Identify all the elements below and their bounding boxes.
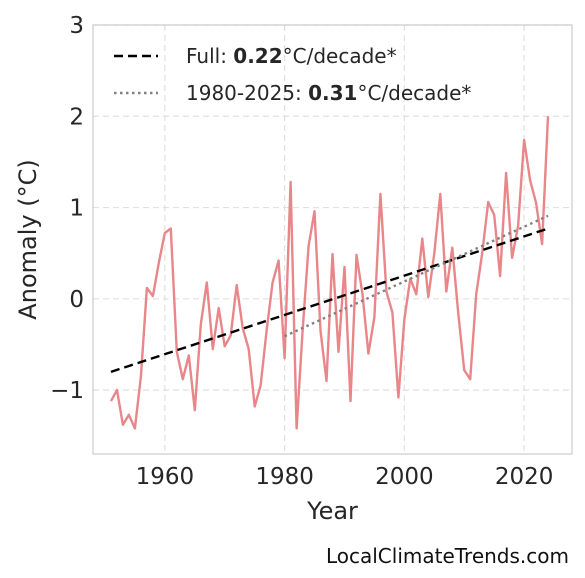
- x-tick-label: 1980: [255, 464, 314, 490]
- full-trend-line: [110, 227, 549, 373]
- legend-recent-prefix: 1980-2025:: [186, 81, 308, 105]
- legend-full-value: 0.22: [233, 44, 282, 68]
- grid-lines: [93, 24, 572, 454]
- y-tick-label: 1: [69, 196, 84, 222]
- watermark: LocalClimateTrends.com: [325, 544, 569, 568]
- legend-recent-label: 1980-2025: 0.31°C/decade*: [186, 81, 471, 105]
- y-tick-label: 2: [69, 104, 84, 130]
- legend-full-label: Full: 0.22°C/decade*: [186, 44, 397, 68]
- plot-frame: [92, 24, 573, 455]
- x-tick-label: 2020: [495, 464, 554, 490]
- y-tick-labels: 3 2 1 0 −1: [50, 13, 84, 404]
- x-tick-label: 1960: [136, 464, 195, 490]
- legend-full-prefix: Full:: [186, 44, 233, 68]
- recent-trend-line: [284, 214, 549, 338]
- y-axis-label: Anomaly (°C): [14, 159, 42, 319]
- x-tick-labels: 1960 1980 2000 2020: [136, 464, 554, 490]
- y-tick-label: 0: [69, 287, 84, 313]
- legend-recent-value: 0.31: [308, 81, 357, 105]
- y-tick-label: 3: [69, 13, 84, 39]
- series-line: [109, 116, 550, 430]
- x-tick-label: 2000: [375, 464, 434, 490]
- legend: Full: 0.22°C/decade* 1980-2025: 0.31°C/d…: [114, 44, 471, 105]
- legend-full-suffix: °C/decade*: [283, 44, 397, 68]
- x-axis-label: Year: [306, 497, 358, 525]
- y-tick-label: −1: [50, 378, 84, 404]
- legend-recent-suffix: °C/decade*: [357, 81, 471, 105]
